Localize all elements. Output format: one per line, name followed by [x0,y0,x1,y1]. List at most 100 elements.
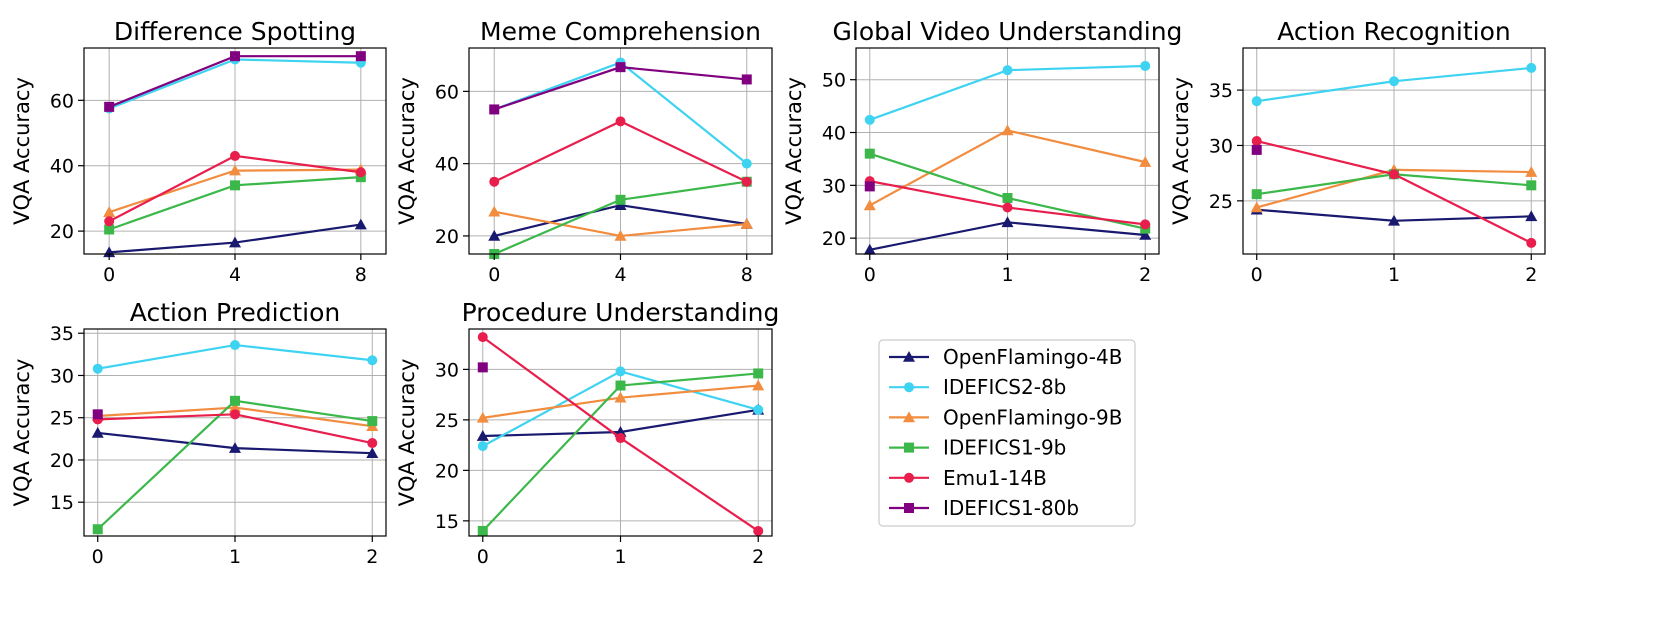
data-point-idefics1-9b [753,368,764,379]
data-point-idefics2-8b [753,404,764,415]
series-openflamingo-4b [863,216,1152,255]
legend-label: IDEFICS1-9b [943,436,1066,460]
series-idefics1-80b [92,409,103,420]
series-idefics1-80b [489,62,752,115]
y-axis-label: VQA Accuracy [10,359,34,507]
x-tick-label: 0 [1251,264,1263,286]
data-point-idefics2-8b [1002,65,1013,76]
data-point-idefics1-9b [92,524,103,535]
data-point-emu1-14b [355,167,366,178]
data-point-idefics1-80b [615,62,626,73]
legend-label: Emu1-14B [943,466,1047,490]
x-tick-label: 0 [103,264,115,286]
data-point-emu1-14b [104,216,115,227]
data-point-emu1-14b [753,525,764,536]
series-openflamingo-4b [91,426,379,458]
x-tick-label: 0 [488,264,500,286]
data-point-idefics2-8b [1389,76,1399,87]
series-emu1-14b [104,150,366,227]
data-point-openflamingo-4b [354,218,367,230]
data-point-idefics2-8b [367,355,378,366]
data-point-idefics1-80b [1251,144,1262,155]
y-tick-label: 20 [435,460,459,482]
data-point-idefics2-8b [741,158,752,169]
data-point-openflamingo-4b [366,447,379,458]
y-tick-label: 40 [822,123,846,145]
y-tick-label: 40 [435,154,459,176]
panel-action-prediction: 0 1 2 15 20 25 30 35 Action Prediction VQA Accura… [10,298,387,568]
legend-entry-idefics2-8b: IDEFICS2-8b [889,375,1066,399]
y-axis-label: VQA Accuracy [1169,77,1193,225]
data-point-emu1-14b [615,433,626,444]
data-point-idefics1-80b [741,74,752,85]
series-emu1-14b [1251,136,1537,248]
data-point-emu1-14b [230,150,240,161]
x-tick-label: 8 [355,264,367,286]
data-point-idefics1-80b [92,409,103,420]
x-tick-label: 4 [229,264,241,286]
data-point-openflamingo-9b [740,218,753,229]
series-idefics1-80b [104,51,366,112]
series-idefics1-80b [1251,144,1262,155]
data-point-openflamingo-9b [103,206,116,217]
legend-marker [904,382,914,393]
chart-title: Meme Comprehension [480,17,761,46]
data-point-emu1-14b [230,409,240,420]
series-openflamingo-9b [863,124,1152,211]
data-point-idefics1-9b [615,380,626,391]
data-point-idefics1-80b [489,104,500,115]
data-point-openflamingo-9b [229,401,241,413]
y-tick-label: 35 [1209,80,1233,102]
y-tick-label: 50 [822,70,846,92]
panel-meme-comprehension: 0 4 8 20 40 60 Meme Comprehension VQA Accuracy [395,17,773,286]
y-tick-label: 25 [1209,191,1233,213]
y-tick-label: 20 [50,450,74,472]
y-tick-label: 40 [50,156,74,178]
data-point-openflamingo-9b [1001,124,1014,136]
legend-marker [904,472,914,483]
series-openflamingo-9b [476,379,765,423]
data-point-openflamingo-4b [1001,216,1014,228]
x-tick-label: 0 [477,546,489,568]
data-point-idefics1-9b [615,194,626,205]
series-idefics1-80b [477,362,488,373]
data-point-emu1-14b [489,176,500,187]
series-emu1-14b [477,332,764,536]
x-tick-label: 1 [1001,264,1013,286]
legend-marker [904,442,914,453]
data-point-idefics1-80b [230,51,240,62]
chart-title: Global Video Understanding [833,17,1183,46]
data-point-openflamingo-4b [229,442,241,453]
series-idefics2-8b [1251,62,1537,107]
data-point-openflamingo-9b [863,199,876,211]
data-point-idefics1-9b [104,224,115,235]
data-point-openflamingo-4b [91,426,104,438]
panel-action-recognition: 0 1 2 25 30 35 Action Recognition VQA Accuracy [1169,17,1546,286]
series-idefics1-9b [477,368,764,536]
chart-title: Procedure Understanding [462,298,780,327]
series-idefics1-9b [92,395,378,535]
data-point-openflamingo-4b [1388,214,1400,226]
data-point-idefics1-9b [1002,193,1013,204]
legend-marker [903,411,915,423]
data-point-emu1-14b [1389,169,1399,180]
x-tick-label: 0 [92,546,104,568]
data-point-idefics2-8b [615,366,626,377]
data-point-idefics2-8b [864,114,875,125]
y-tick-label: 60 [50,90,74,112]
y-tick-label: 20 [822,228,846,250]
data-point-idefics1-80b [355,51,366,62]
legend-label: OpenFlamingo-9B [943,405,1122,429]
panel-procedure-understanding: 0 1 2 15 20 25 30 Procedure Understanding VQA Ac… [395,298,779,568]
data-point-idefics2-8b [230,340,240,351]
x-tick-label: 1 [614,546,626,568]
data-point-openflamingo-9b [1525,166,1538,177]
chart-title: Action Recognition [1277,17,1510,46]
data-point-idefics2-8b [1526,62,1537,73]
y-tick-label: 15 [50,492,74,514]
series-idefics1-80b [864,181,875,192]
legend-entry-openflamingo-9b: OpenFlamingo-9B [889,405,1122,429]
series-idefics2-8b [864,60,1151,125]
y-tick-label: 30 [50,365,74,387]
